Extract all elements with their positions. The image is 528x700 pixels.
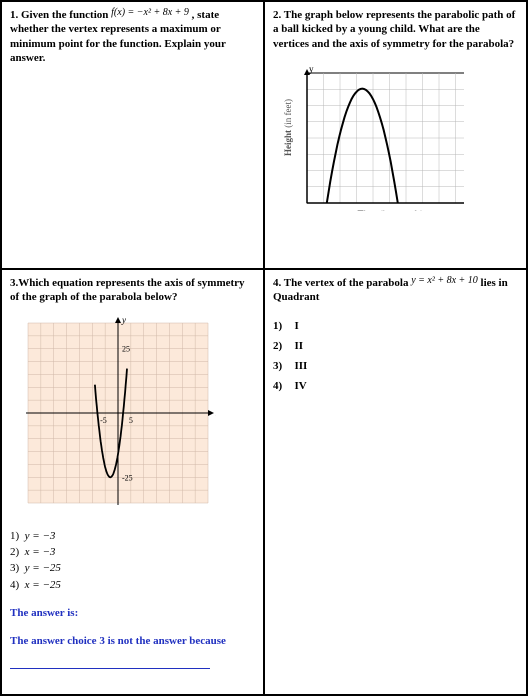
svg-text:Height (in feet): Height (in feet) [283,99,293,156]
q3-text: 3.Which equation represents the axis of … [10,276,255,305]
q3-answer-label: The answer is: [10,606,255,620]
q3-choice-3: 3) y = −25 [10,561,255,575]
q2-chart: yxHeight (in feet)Time (in seconds) [279,61,464,215]
q3-blank-line [10,655,210,669]
svg-text:-25: -25 [122,473,133,482]
q2-parabola-svg: yxHeight (in feet)Time (in seconds) [279,61,464,211]
question-4: 4. The vertex of the parabola y = x² + 8… [264,269,527,695]
q3-choice-1: 1) y = −3 [10,529,255,543]
svg-text:5: 5 [129,416,133,425]
svg-text:x: x [215,408,216,418]
q2-text: 2. The graph below represents the parabo… [273,8,518,51]
svg-text:-5: -5 [100,416,107,425]
question-1: 1. Given the function f(x) = −x² + 8x + … [1,1,264,269]
q1-prefix: 1. Given the function [10,9,108,21]
q3-answer-reason: The answer choice 3 is not the answer be… [10,634,255,648]
q4-choice-2: 2) II [273,339,518,353]
svg-text:Time (in seconds): Time (in seconds) [358,209,424,211]
svg-text:y: y [121,315,126,325]
q4-choice-3: 3) III [273,359,518,373]
q3-choice-4: 4) x = −25 [10,578,255,592]
svg-text:y: y [309,64,314,74]
q3-parabola-svg: -5 5 25 -25 x y [16,315,216,505]
q1-formula: f(x) = −x² + 8x + 9 [111,7,189,18]
q4-prefix: 4. The vertex of the parabola [273,277,411,289]
q3-chart: -5 5 25 -25 x y [16,315,255,509]
q3-choices: 1) y = −3 2) x = −3 3) y = −25 4) x = −2… [10,529,255,592]
question-3: 3.Which equation represents the axis of … [1,269,264,695]
q3-choice-2: 2) x = −3 [10,545,255,559]
q4-choice-4: 4) IV [273,379,518,393]
worksheet-grid: 1. Given the function f(x) = −x² + 8x + … [0,0,528,696]
question-2: 2. The graph below represents the parabo… [264,1,527,269]
q4-formula: y = x² + 8x + 10 [411,275,478,286]
q4-choices: 1) I 2) II 3) III 4) IV [273,319,518,394]
svg-text:25: 25 [122,344,130,353]
q4-choice-1: 1) I [273,319,518,333]
